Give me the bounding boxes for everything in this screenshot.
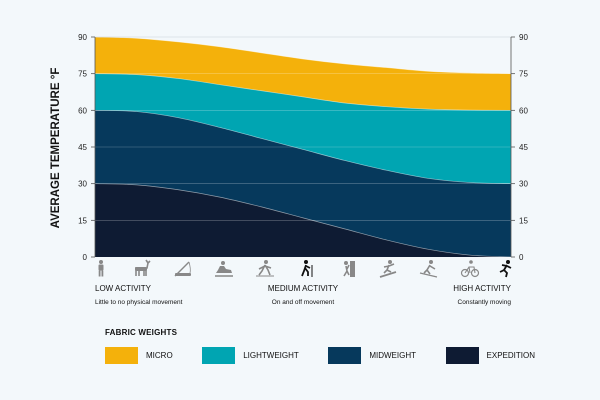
legend: MICRO LIGHTWEIGHT MIDWEIGHT EXPEDITION: [105, 347, 535, 364]
legend-item-micro: MICRO: [105, 347, 173, 364]
legend-label: MICRO: [146, 351, 173, 360]
y-tick-label-right: 30: [519, 180, 528, 189]
y-tick-label-left: 60: [78, 106, 87, 115]
legend-label: EXPEDITION: [486, 351, 535, 360]
legend-item-lightweight: LIGHTWEIGHT: [202, 347, 299, 364]
y-tick-label-left: 75: [78, 70, 87, 79]
boundary-micro: [94, 36, 512, 75]
legend-swatch: [202, 347, 236, 364]
legend-title: FABRIC WEIGHTS: [105, 328, 178, 337]
hunting-deer-icon: [135, 259, 151, 276]
activity-label: LOW ACTIVITY: [95, 284, 152, 293]
y-tick-label-left: 30: [78, 180, 87, 189]
running-icon: [499, 260, 512, 278]
boundary-midweight: [94, 109, 512, 185]
activity-sublabel: Constantly moving: [458, 299, 512, 306]
activity-sublabel: Little to no physical movement: [95, 299, 183, 306]
boundary-expedition: [94, 183, 512, 258]
y-tick-label-left: 90: [78, 33, 87, 42]
y-tick-label-left: 45: [78, 143, 87, 152]
y-axis-label: AVERAGE TEMPERATURE °F: [50, 68, 62, 229]
activity-label: MEDIUM ACTIVITY: [268, 284, 339, 293]
activity-sublabel: On and off movement: [272, 299, 335, 306]
legend-label: LIGHTWEIGHT: [243, 351, 299, 360]
y-tick-label-right: 90: [519, 33, 528, 42]
y-tick-label-right: 60: [519, 106, 528, 115]
cycling-icon: [460, 260, 480, 278]
chart-svg: 0 15 30 45 60 75 90 0 15 30 45 60 75 90 AVERAGE TEMP…: [50, 33, 528, 306]
cross-country-skiing-icon: [256, 260, 274, 277]
snowmobile-icon: [215, 261, 233, 277]
legend-swatch: [328, 347, 362, 364]
boundary-lightweight: [94, 73, 512, 111]
skiing-icon: [419, 260, 438, 278]
area-expedition: [95, 183, 511, 257]
legend-swatch: [105, 347, 138, 364]
ice-climbing-icon: [343, 261, 355, 277]
y-tick-label-right: 45: [519, 143, 528, 152]
y-tick-label-left: 15: [78, 216, 87, 225]
fishing-icon: [174, 261, 191, 277]
hiking-icon: [301, 260, 313, 277]
legend-swatch: [445, 347, 479, 364]
activity-label: HIGH ACTIVITY: [453, 284, 511, 293]
y-tick-label-right: 15: [519, 216, 528, 225]
legend-item-midweight: MIDWEIGHT: [328, 347, 416, 364]
y-tick-label-right: 0: [519, 253, 524, 262]
legend-item-expedition: EXPEDITION: [445, 347, 535, 364]
legend-label: MIDWEIGHT: [369, 351, 416, 360]
standing-icon: [98, 260, 104, 277]
y-tick-label-right: 75: [519, 70, 528, 79]
snowboarding-icon: [379, 260, 397, 278]
y-tick-label-left: 0: [83, 253, 88, 262]
